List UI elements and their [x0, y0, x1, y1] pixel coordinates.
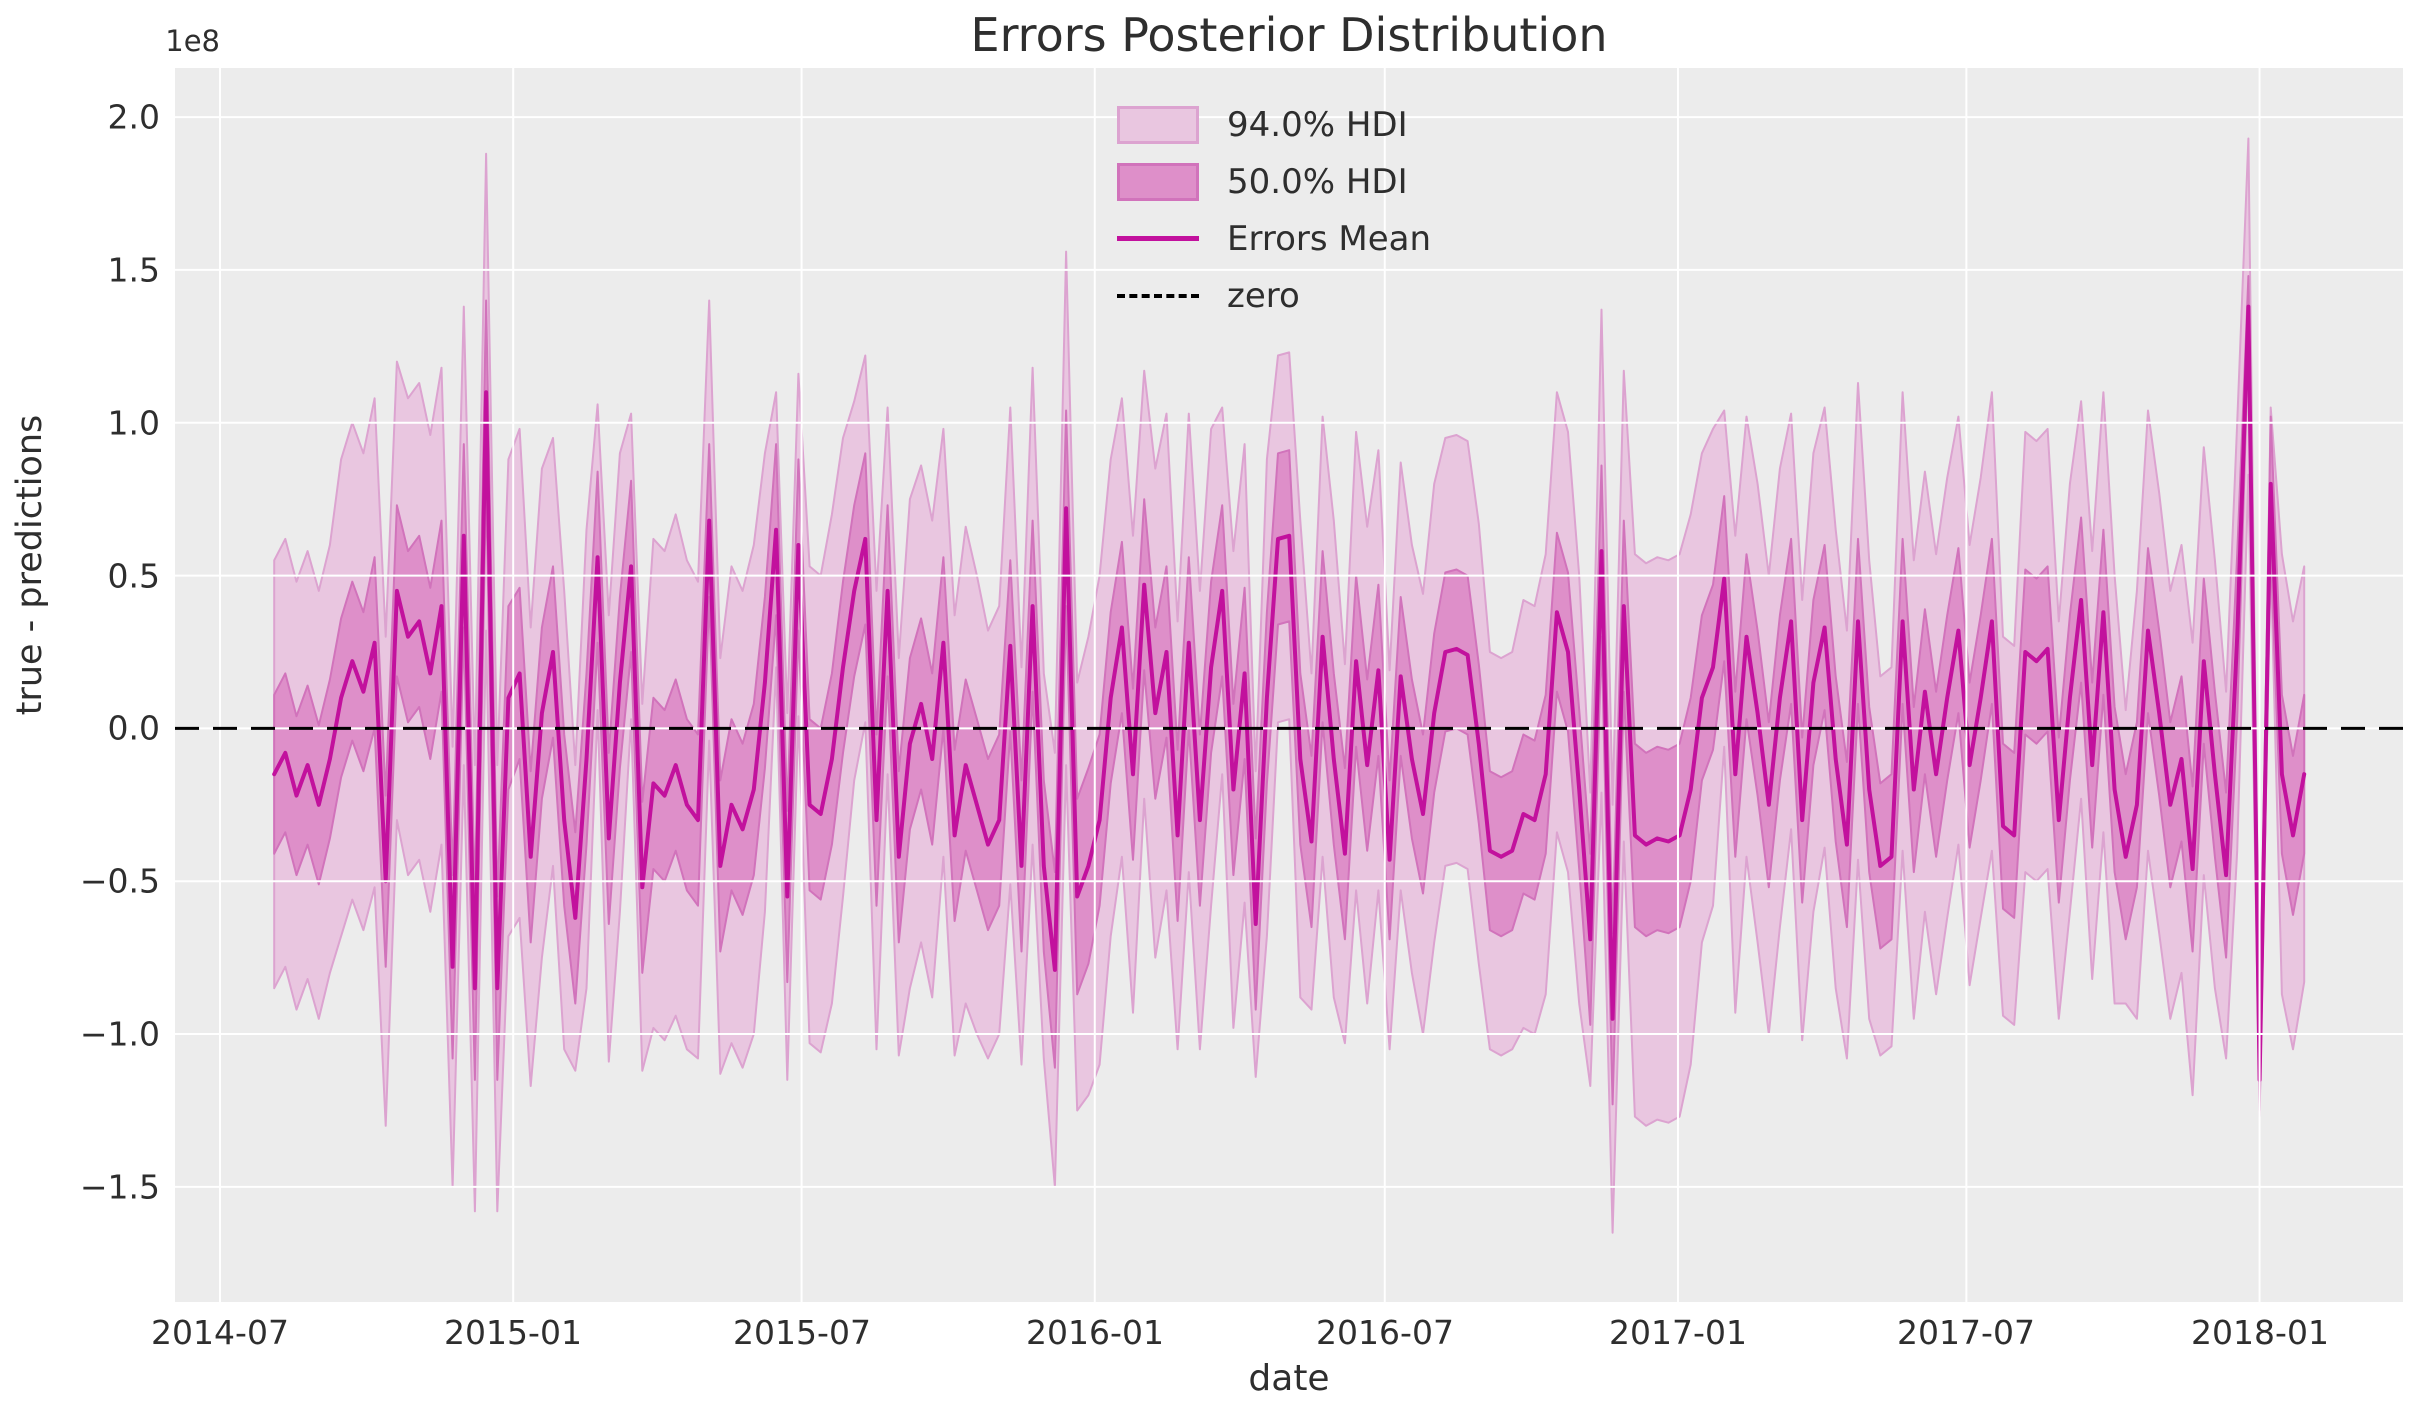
x-axis-label: date — [1248, 1358, 1330, 1399]
y-tick-label: 0.0 — [107, 708, 160, 748]
legend-item-zero: zero — [1117, 267, 1431, 324]
zero-line-swatch-icon — [1117, 293, 1199, 298]
legend-label: 50.0% HDI — [1227, 161, 1408, 202]
y-tick-label: −1.5 — [79, 1167, 160, 1207]
legend-item-hdi50: 50.0% HDI — [1117, 153, 1431, 210]
x-tick-label: 2016-07 — [1316, 1313, 1454, 1352]
y-tick-label: −0.5 — [79, 861, 160, 901]
legend: 94.0% HDI 50.0% HDI Errors Mean zero — [1117, 96, 1431, 324]
mean-line-swatch-icon — [1117, 236, 1199, 241]
y-tick-label: −1.0 — [79, 1014, 160, 1054]
legend-item-mean: Errors Mean — [1117, 210, 1431, 267]
y-tick-label: 1.0 — [107, 403, 160, 443]
x-tick-label: 2017-07 — [1897, 1313, 2035, 1352]
legend-label: zero — [1227, 275, 1300, 316]
legend-label: Errors Mean — [1227, 218, 1432, 259]
legend-item-hdi94: 94.0% HDI — [1117, 96, 1431, 153]
y-tick-label: 0.5 — [107, 556, 160, 596]
y-axis-label: true - predictions — [10, 414, 50, 716]
x-tick-label: 2017-01 — [1609, 1313, 1747, 1352]
x-tick-label: 2015-01 — [444, 1313, 582, 1352]
y-tick-label: 2.0 — [107, 97, 160, 137]
x-tick-label: 2014-07 — [151, 1313, 289, 1352]
y-axis-offset-label: 1e8 — [165, 24, 220, 58]
x-tick-label: 2018-01 — [2191, 1313, 2329, 1352]
hdi94-swatch-icon — [1117, 105, 1199, 144]
x-tick-label: 2015-07 — [733, 1313, 871, 1352]
hdi50-swatch-icon — [1117, 162, 1199, 201]
y-tick-label: 1.5 — [107, 250, 160, 290]
chart-title: Errors Posterior Distribution — [970, 8, 1608, 62]
x-tick-label: 2016-01 — [1026, 1313, 1164, 1352]
legend-label: 94.0% HDI — [1227, 104, 1408, 145]
